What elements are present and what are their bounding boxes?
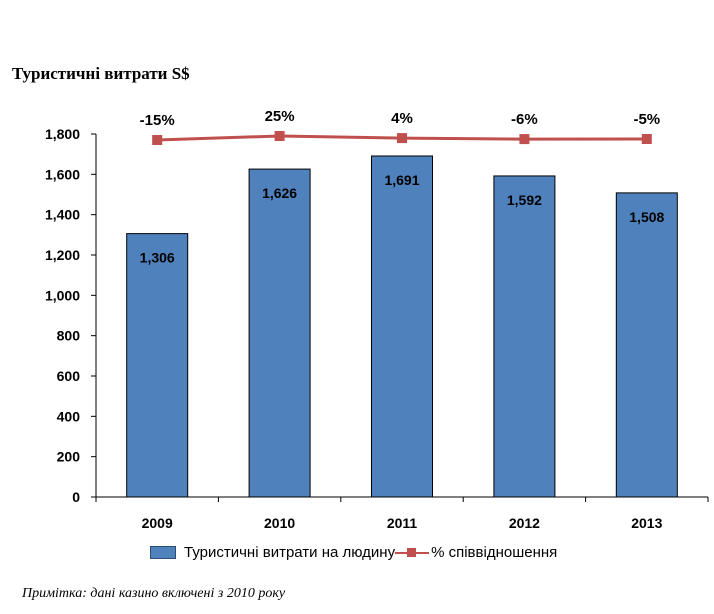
line-marker — [274, 131, 285, 141]
line-marker — [152, 135, 163, 145]
y-tick-label: 1,800 — [45, 126, 80, 142]
line-data-label: 4% — [391, 110, 413, 127]
y-tick-label: 1,200 — [45, 247, 80, 263]
legend-line-swatch — [395, 547, 430, 559]
legend-bar-swatch — [150, 546, 176, 559]
bar — [126, 233, 189, 498]
legend-line-label: % співвідношення — [431, 544, 558, 561]
x-tick-label: 2010 — [264, 515, 295, 531]
chart-title: Туристичні витрати S$ — [12, 64, 190, 83]
legend: Туристичні витрати на людину % співвідно… — [150, 544, 557, 561]
bar — [248, 168, 311, 498]
y-tick-label: 1,000 — [45, 287, 80, 303]
line-series: -15% 25% 4% -6% -5% — [140, 108, 660, 145]
line-data-label: -5% — [633, 111, 660, 128]
footnote: Примітка: дані казино включені з 2010 ро… — [22, 586, 286, 601]
y-tick-label: 1,600 — [45, 166, 80, 182]
x-tick-label: 2011 — [387, 515, 418, 531]
y-tick-label: 400 — [57, 408, 81, 424]
bar-data-label: 1,592 — [507, 192, 542, 208]
bar-data-label: 1,691 — [384, 172, 419, 188]
y-tick-label: 0 — [72, 489, 80, 505]
x-axis: 2009 2010 2011 2012 2013 — [95, 496, 709, 531]
line-data-label: -6% — [511, 111, 538, 128]
bar-data-label: 1,626 — [262, 185, 297, 201]
line-data-label: 25% — [265, 108, 295, 125]
line-marker — [397, 133, 407, 144]
bar-series: 1,306 1,626 1,691 1,592 1,508 — [126, 155, 678, 498]
y-tick-label: 1,400 — [45, 207, 80, 223]
x-tick-label: 2009 — [142, 515, 173, 531]
y-tick-label: 600 — [57, 368, 81, 384]
y-tick-label: 800 — [57, 328, 81, 344]
y-axis: 0 200 400 600 800 1,000 1,200 1,400 1,600 1,800 — [45, 126, 97, 505]
line-marker — [641, 134, 652, 144]
legend-bar-label: Туристичні витрати на людину — [184, 544, 396, 561]
line-marker — [519, 134, 530, 145]
x-tick-label: 2013 — [631, 515, 662, 531]
line-data-label: -15% — [140, 112, 175, 129]
x-tick-label: 2012 — [509, 515, 540, 531]
bar-data-label: 1,306 — [140, 250, 175, 266]
bar-data-label: 1,508 — [629, 209, 664, 225]
y-tick-label: 200 — [57, 449, 81, 465]
bar — [615, 192, 678, 498]
bar — [371, 155, 433, 498]
bar — [493, 175, 556, 498]
